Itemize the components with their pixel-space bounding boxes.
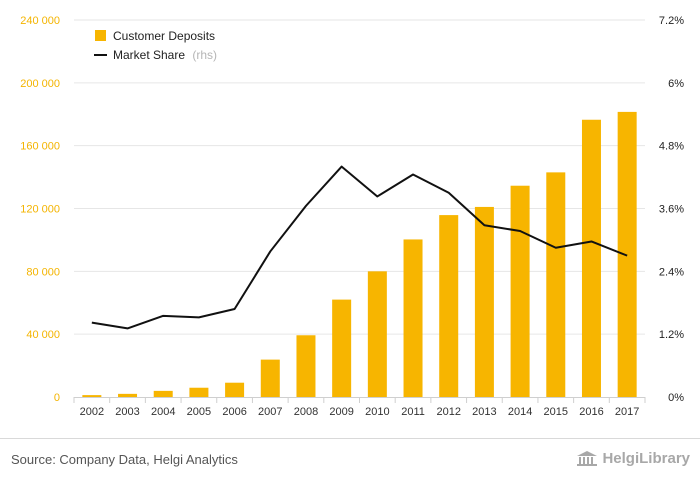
bar-2017	[617, 111, 637, 398]
x-tick-label: 2003	[115, 406, 139, 418]
footer: Source: Company Data, Helgi Analytics He…	[0, 438, 700, 484]
bar-2015	[546, 172, 566, 397]
bar-2008	[296, 335, 316, 397]
library-building-icon	[576, 450, 598, 467]
bar-2009	[332, 299, 352, 397]
bar-2011	[403, 239, 423, 397]
x-tick-label: 2005	[187, 406, 211, 418]
market-share-line	[91, 165, 628, 330]
left-tick-label: 160 000	[20, 141, 60, 153]
legend-deposits-swatch	[95, 30, 106, 41]
x-tick-label: 2012	[436, 406, 460, 418]
right-tick-label: 0%	[668, 392, 684, 404]
legend-deposits-label: Customer Deposits	[113, 29, 215, 43]
left-axis-ticks: 0 40 000 80 000 120 000 160 000 200 000 240 00…	[20, 15, 60, 404]
bar-2005	[189, 387, 209, 397]
bar-2003	[118, 393, 138, 397]
x-tick-label: 2002	[80, 406, 104, 418]
bar-2010	[367, 271, 387, 397]
left-tick-label: 40 000	[26, 329, 60, 341]
source-text: Source: Company Data, Helgi Analytics	[11, 452, 238, 467]
bar-2014	[510, 185, 530, 397]
x-tick-label: 2014	[508, 406, 532, 418]
legend-market-share-suffix: (rhs)	[192, 48, 217, 62]
bars	[82, 111, 637, 398]
x-tick-label: 2010	[365, 406, 389, 418]
x-tick-label: 2007	[258, 406, 282, 418]
right-tick-label: 7.2%	[659, 15, 684, 27]
legend-market-share-label: Market Share	[113, 48, 185, 62]
bar-2007	[260, 359, 280, 397]
right-tick-label: 4.8%	[659, 141, 684, 153]
market-share-line-layer	[91, 165, 628, 330]
x-axis: 2002 2003 2004 2005 2006 2007 2008 2009 2010 2011…	[73, 397, 646, 418]
left-tick-label: 0	[54, 392, 60, 404]
left-tick-label: 200 000	[20, 78, 60, 90]
x-tick-label: 2017	[615, 406, 639, 418]
x-tick-label: 2016	[579, 406, 603, 418]
brand-link[interactable]: HelgiLibrary	[576, 450, 690, 467]
left-tick-label: 120 000	[20, 204, 60, 216]
left-tick-label: 240 000	[20, 15, 60, 27]
bar-2013	[474, 206, 494, 397]
right-tick-label: 1.2%	[659, 329, 684, 341]
right-tick-label: 6%	[668, 78, 684, 90]
x-tick-label: 2015	[544, 406, 568, 418]
right-tick-label: 2.4%	[659, 266, 684, 278]
legend-market-share-text: Market Share (rhs)	[113, 48, 217, 62]
left-tick-label: 80 000	[26, 266, 60, 278]
bar-2004	[153, 390, 173, 397]
brand-name: HelgiLibrary	[602, 450, 690, 467]
bar-2002	[82, 395, 102, 397]
x-tick-label: 2008	[294, 406, 318, 418]
x-tick-label: 2009	[329, 406, 353, 418]
x-tick-label: 2006	[222, 406, 246, 418]
bar-2012	[439, 215, 459, 397]
x-tick-label: 2011	[401, 406, 425, 418]
chart: 2002 2003 2004 2005 2006 2007 2008 2009 2010 2011…	[20, 15, 684, 418]
x-tick-label: 2004	[151, 406, 175, 418]
bar-2016	[581, 119, 601, 397]
legend: Customer Deposits Market Share (rhs)	[94, 29, 217, 62]
x-tick-label: 2013	[472, 406, 496, 418]
bar-2006	[225, 382, 245, 397]
right-axis-ticks: 0% 1.2% 2.4% 3.6% 4.8% 6% 7.2%	[659, 15, 684, 404]
right-tick-label: 3.6%	[659, 204, 684, 216]
